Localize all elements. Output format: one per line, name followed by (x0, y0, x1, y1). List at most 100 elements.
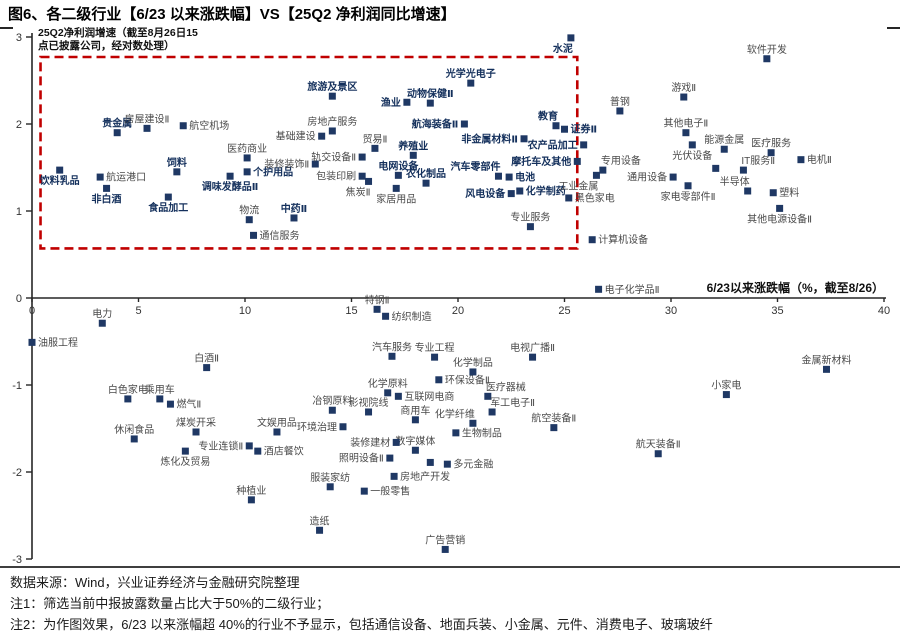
point-label: 航运港口 (106, 171, 146, 184)
point-label: 特钢Ⅱ (365, 293, 390, 306)
scatter-point (460, 120, 468, 128)
point-label: 饮料乳品 (39, 174, 80, 187)
scatter-point (124, 395, 132, 403)
scatter-point (203, 364, 211, 372)
point-label: 数字媒体 (395, 434, 435, 447)
scatter-point (573, 157, 581, 165)
point-label: 工业金属 (558, 179, 598, 192)
highlight-box (39, 55, 579, 250)
point-label: 白色家电 (108, 383, 148, 396)
point-label: 通信服务 (260, 229, 300, 242)
y-tick-label: 0 (16, 293, 22, 305)
point-label: 化学制药 (526, 184, 566, 197)
point-label: 动物保健Ⅱ (407, 87, 454, 100)
point-label: 冶钢原料 (312, 394, 352, 407)
scatter-point (426, 458, 434, 466)
scatter-point (441, 545, 449, 553)
point-label: 包装印刷 (316, 170, 356, 183)
point-label: 一般零售 (370, 485, 410, 498)
scatter-point (422, 179, 430, 187)
point-label: 摩托车及其他 (511, 155, 571, 168)
point-label: 贵金属 (102, 117, 132, 130)
point-label: 汽车服务 (372, 340, 412, 353)
scatter-point (435, 376, 443, 384)
point-label: 化学纤维 (435, 407, 475, 420)
scatter-point (411, 416, 419, 424)
scatter-point (243, 168, 251, 176)
point-label: 普钢 (610, 95, 630, 108)
point-label: 照明设备Ⅱ (339, 452, 384, 465)
point-label: 电子化学品Ⅱ (605, 283, 660, 296)
point-label: IT服务Ⅱ (741, 154, 775, 167)
scatter-point (595, 285, 603, 293)
point-label: 其他电源设备Ⅱ (747, 212, 812, 225)
scatter-point (392, 438, 400, 446)
scatter-point (567, 34, 575, 42)
scatter-point (130, 435, 138, 443)
scatter-point (382, 312, 390, 320)
point-label: 焦炭Ⅱ (346, 185, 371, 198)
scatter-point (156, 395, 164, 403)
scatter-point (358, 172, 366, 180)
point-label: 软件开发 (747, 43, 787, 56)
point-label: 互联网电商 (404, 390, 454, 403)
scatter-point (552, 122, 560, 130)
point-label: 专业服务 (510, 211, 550, 224)
scatter-point (588, 236, 596, 244)
point-label: 航空机场 (189, 119, 229, 132)
scatter-point (311, 160, 319, 168)
point-label: 渔业 (381, 96, 401, 109)
scatter-point (316, 526, 324, 534)
scatter-point (520, 135, 528, 143)
scatter-point (526, 223, 534, 231)
scatter-point (507, 190, 515, 198)
point-label: 专用设备 (601, 154, 641, 167)
scatter-point (181, 447, 189, 455)
point-label: 汽车零部件 (450, 160, 500, 173)
point-label: 广告营销 (425, 533, 465, 546)
x-tick-label: 25 (558, 305, 570, 317)
x-tick-label: 20 (452, 305, 464, 317)
point-label: 贸易Ⅱ (362, 133, 387, 145)
point-label: 服装家纺 (310, 471, 350, 484)
scatter-point (328, 406, 336, 414)
scatter-point (550, 424, 558, 432)
scatter-point (516, 187, 524, 195)
point-label: 休闲食品 (114, 423, 154, 436)
point-label: 生物制品 (462, 426, 502, 439)
scatter-point (682, 129, 690, 137)
point-label: 种植业 (236, 484, 266, 497)
point-label: 养殖业 (397, 139, 428, 152)
point-label: 教育 (537, 110, 558, 123)
scatter-point (822, 365, 830, 373)
scatter-point (763, 55, 771, 63)
scatter-point (226, 172, 234, 180)
y-axis-title: 25Q2净利润增速（截至8月26日15点已披露公司，经对数处理） (38, 27, 198, 52)
x-tick-label: 15 (345, 305, 357, 317)
point-label: 电视广播Ⅱ (510, 341, 555, 354)
scatter-point (599, 166, 607, 174)
point-label: 其他电子Ⅱ (663, 117, 708, 130)
scatter-point (616, 107, 624, 115)
x-tick-label: 35 (771, 305, 783, 317)
scatter-point (254, 447, 262, 455)
scatter-point (192, 428, 200, 436)
point-label: 电网设备 (378, 159, 419, 172)
point-label: 燃气Ⅱ (176, 398, 201, 411)
point-label: 装修建材 (350, 436, 390, 449)
scatter-point (243, 154, 251, 162)
scatter-point (247, 496, 255, 504)
point-label: 计算机设备 (598, 233, 648, 246)
point-label: 金属新材料 (801, 353, 851, 366)
scatter-point (744, 187, 752, 195)
scatter-point (371, 144, 379, 152)
scatter-point (469, 419, 477, 427)
scatter-point (318, 132, 326, 140)
point-label: 电力 (92, 307, 112, 320)
point-label: 饲料 (166, 156, 187, 169)
point-label: 农化制品 (405, 167, 446, 180)
y-tick-label: -3 (12, 554, 22, 566)
scatter-point (654, 450, 662, 458)
scatter-point (365, 177, 373, 185)
